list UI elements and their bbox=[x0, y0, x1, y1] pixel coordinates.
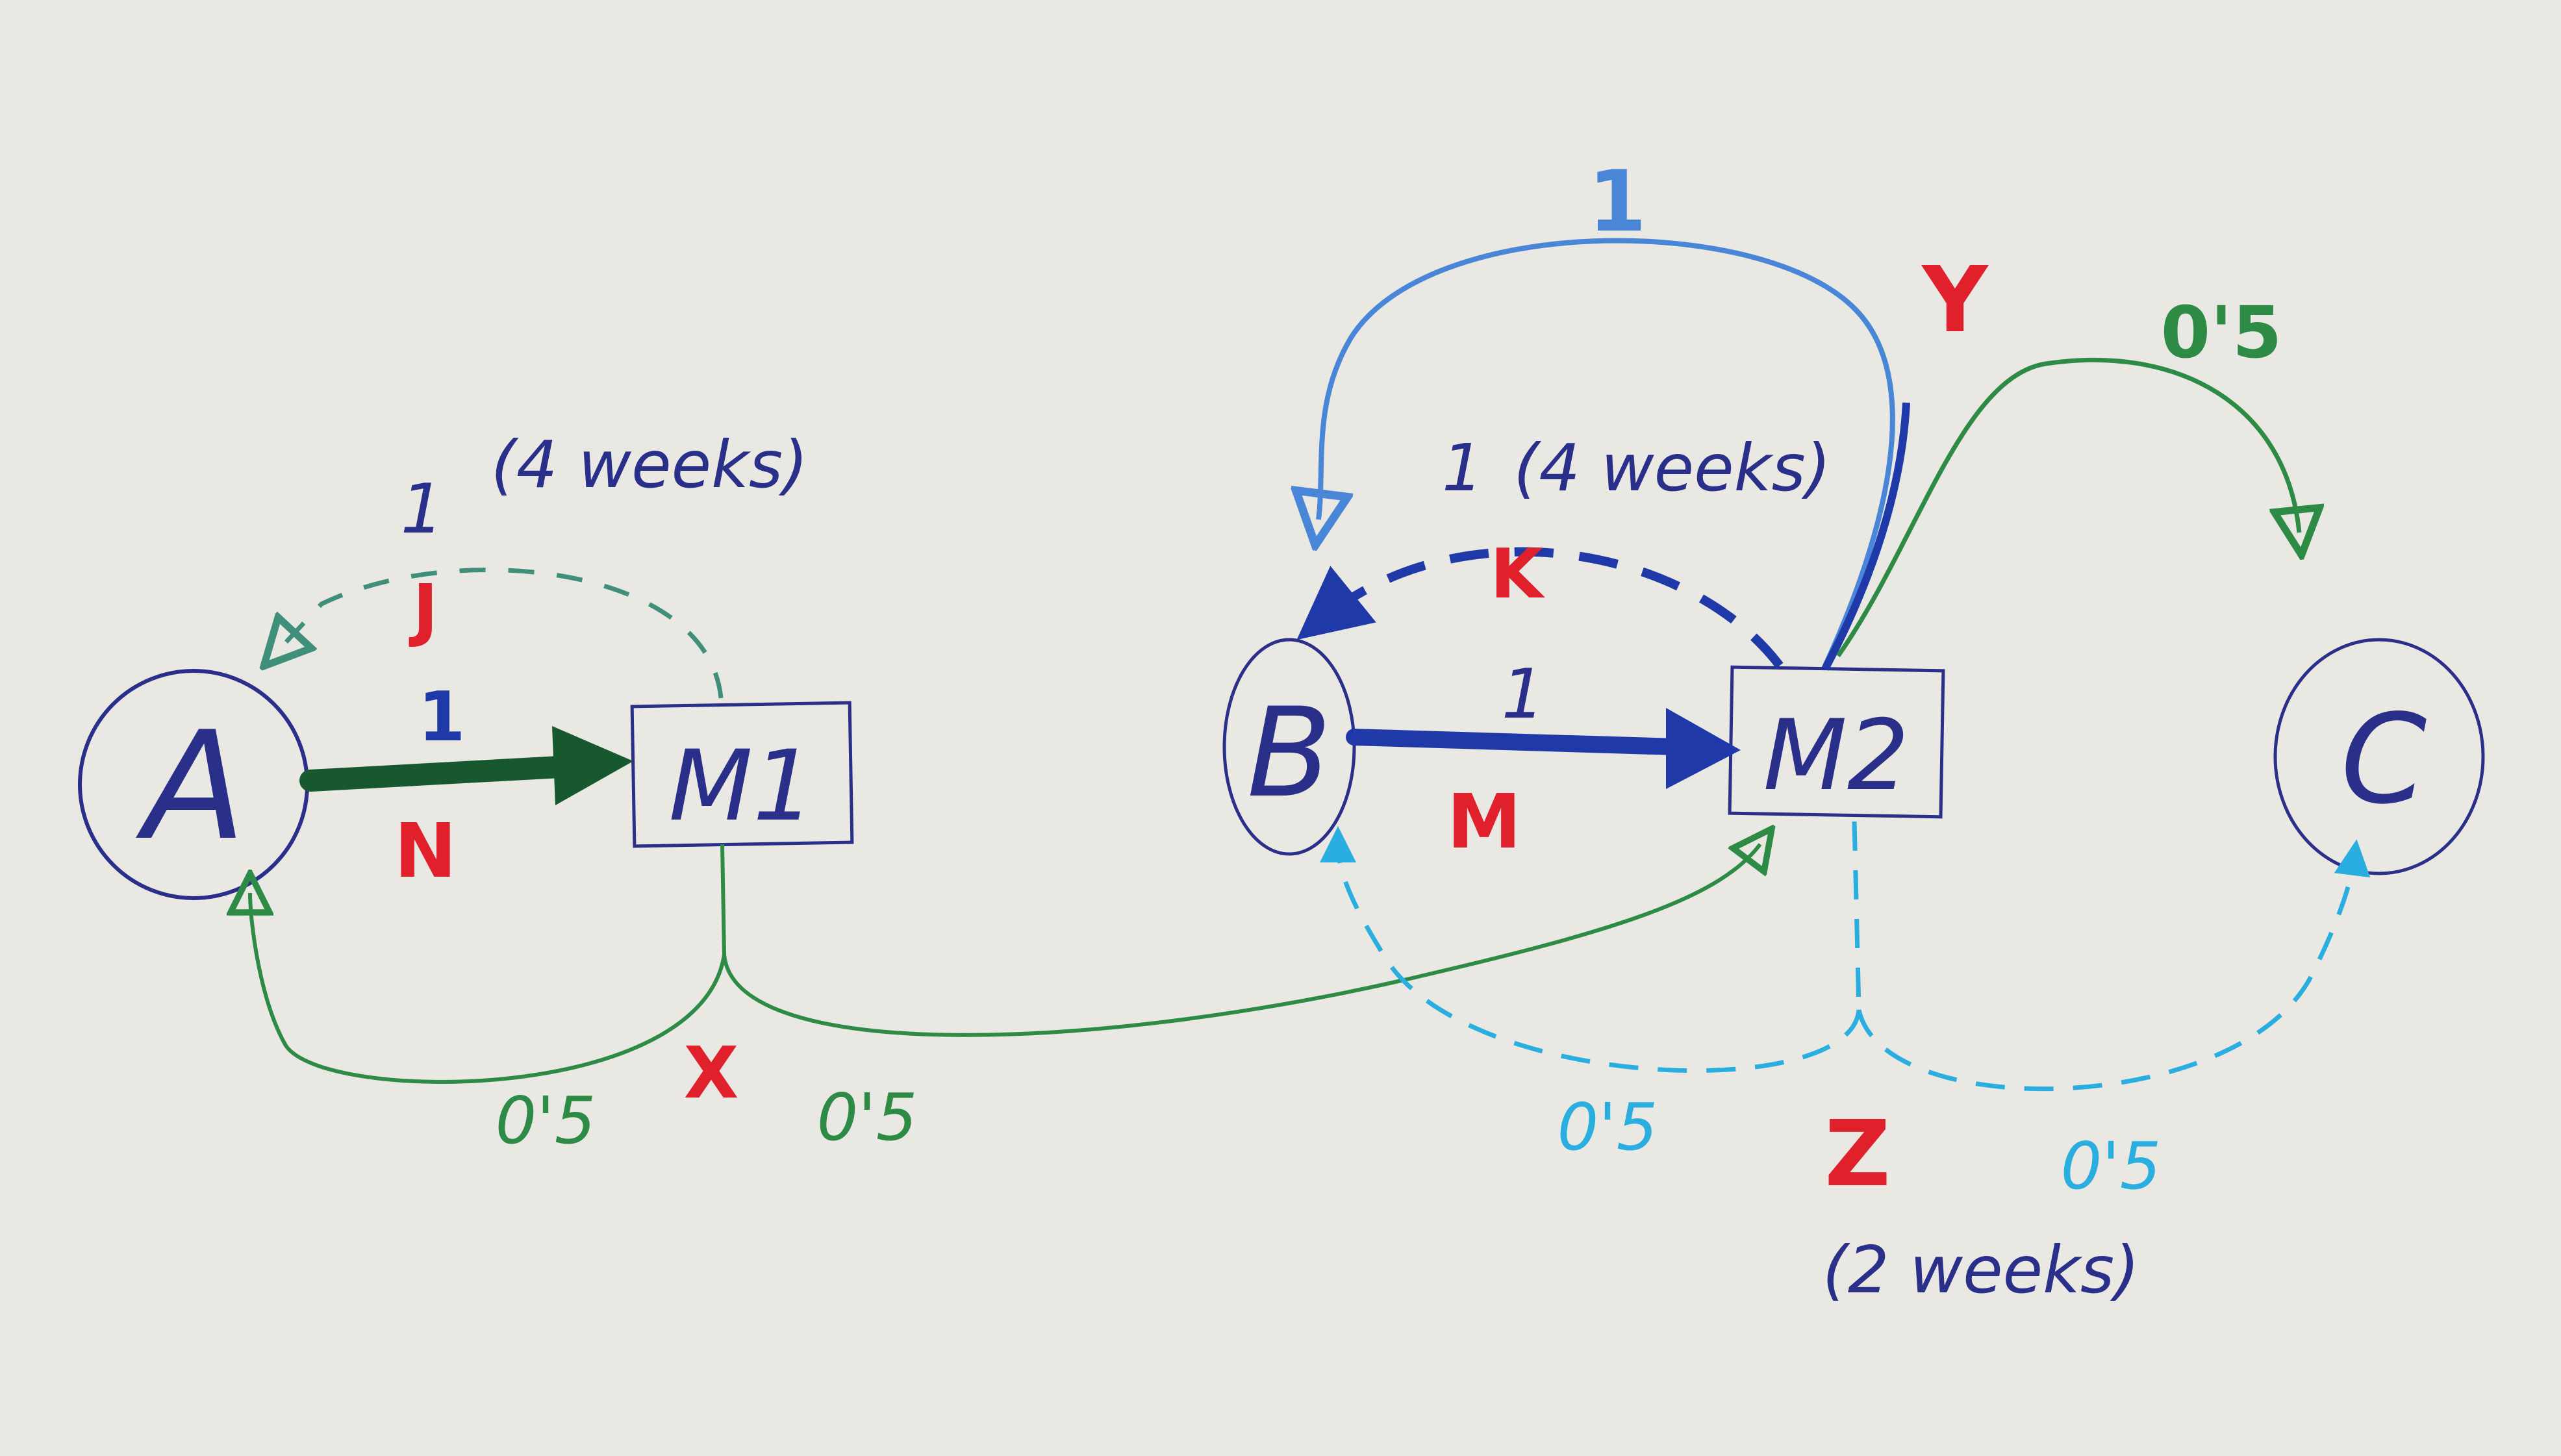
transition-m1-label: M1 bbox=[669, 730, 815, 843]
arc-y-to-b bbox=[1318, 238, 1895, 667]
arc-k-weight: 1 bbox=[1442, 430, 1483, 506]
arc-x-to-m2 bbox=[722, 844, 1760, 1037]
arc-x-stem bbox=[720, 844, 726, 955]
arc-z-to-b bbox=[1320, 826, 1861, 1073]
arc-y-branch-weight: 0'5 bbox=[2161, 291, 2282, 374]
arc-z-time: (2 weeks) bbox=[1823, 1232, 2139, 1308]
arc-n-label: N bbox=[394, 808, 457, 895]
arc-j-time: (4 weeks) bbox=[491, 427, 808, 503]
arc-j-label: J bbox=[409, 570, 438, 649]
place-c bbox=[2273, 638, 2485, 875]
transition-m1 bbox=[630, 701, 854, 848]
arc-y-label: Y bbox=[1921, 247, 1989, 353]
arc-y-stem bbox=[1821, 402, 1910, 671]
arc-m-arrowhead bbox=[1666, 708, 1741, 789]
arc-x-left-weight: 0'5 bbox=[496, 1083, 596, 1159]
arc-z-stem bbox=[1852, 821, 1861, 1010]
arc-n-weight: 1 bbox=[418, 677, 465, 757]
arc-z-right-weight: 0'5 bbox=[2061, 1128, 2162, 1204]
arc-y-weight: 1 bbox=[1588, 152, 1646, 251]
transition-m2 bbox=[1728, 665, 1945, 819]
arc-k-label: K bbox=[1490, 534, 1545, 614]
arc-x-label: X bbox=[684, 1031, 739, 1114]
arc-j bbox=[279, 568, 724, 699]
arc-n bbox=[299, 755, 583, 792]
arc-m-weight: 1 bbox=[1502, 655, 1545, 734]
arc-z-left-weight: 0'5 bbox=[1558, 1089, 1658, 1165]
place-a-label: A bbox=[135, 700, 246, 873]
arc-k-time: (4 weeks) bbox=[1513, 430, 1830, 506]
arc-x-right-weight: 0'5 bbox=[817, 1079, 918, 1155]
arc-z-to-c bbox=[1856, 839, 2371, 1092]
place-b-label: B bbox=[1247, 681, 1331, 825]
transition-m2-label: M2 bbox=[1763, 699, 1910, 812]
arc-n-arrowhead bbox=[552, 726, 633, 805]
arc-k bbox=[1296, 547, 1784, 669]
place-c-label: C bbox=[2341, 688, 2427, 831]
arc-m-label: M bbox=[1447, 779, 1521, 866]
arc-z-label: Z bbox=[1824, 1101, 1891, 1207]
place-b bbox=[1222, 638, 1356, 856]
arc-y-to-c bbox=[1836, 357, 2299, 658]
arc-j-weight: 1 bbox=[401, 470, 444, 549]
arc-m bbox=[1346, 729, 1684, 755]
arc-k-weight-time: 1 (4 weeks) bbox=[1442, 430, 1831, 506]
arc-x-to-a bbox=[250, 893, 726, 1084]
